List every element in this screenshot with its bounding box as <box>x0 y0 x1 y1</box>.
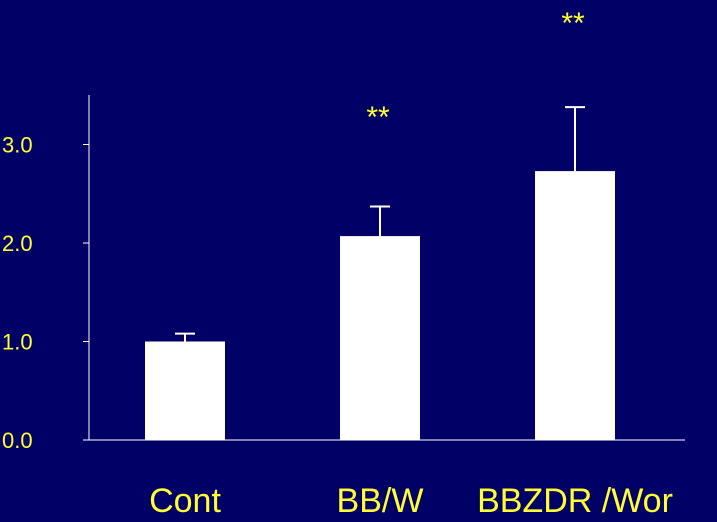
x-category-label: BBZDR /Wor <box>477 482 673 520</box>
x-category-label: Cont <box>149 482 221 520</box>
plot-area: 0.0 1.0 2.0 3.0 Cont ** BB/W ** BBZDR /Wor <box>2 7 685 520</box>
bar <box>340 236 420 440</box>
significance-marker: ** <box>366 101 390 134</box>
y-tick-label: 1.0 <box>2 330 33 355</box>
bar <box>145 341 225 440</box>
significance-marker: ** <box>561 7 585 40</box>
x-category-label: BB/W <box>337 482 424 520</box>
y-tick-label: 3.0 <box>2 133 33 158</box>
bar <box>535 171 615 440</box>
y-tick-label: 2.0 <box>2 231 33 256</box>
y-tick-label: 0.0 <box>2 428 33 453</box>
